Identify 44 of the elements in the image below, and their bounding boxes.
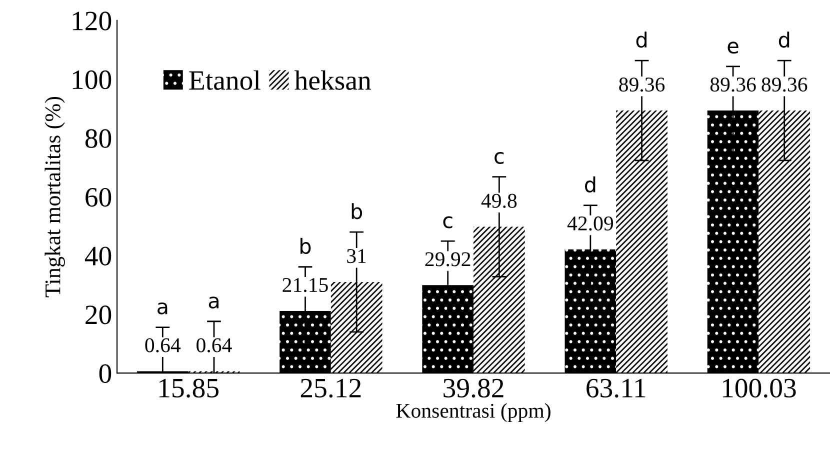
y-tick-label: 60: [86, 188, 112, 207]
data-label: 89.36: [619, 78, 665, 92]
y-axis-title: Tingkat mortalitas (%): [44, 96, 65, 298]
bar: [564, 249, 616, 374]
annotation: b: [352, 203, 362, 220]
annotation: c: [443, 216, 452, 228]
bar: [474, 226, 525, 374]
data-label: 42.09: [567, 216, 614, 231]
y-tick-label: 20: [86, 305, 112, 324]
legend-label: heksan: [294, 70, 371, 90]
annotation: d: [778, 32, 790, 48]
bar: [616, 110, 668, 374]
bar: [422, 285, 474, 374]
x-tick-label: 25.12: [300, 378, 361, 398]
data-label: 0.64: [145, 338, 181, 352]
x-tick-label: 39.82: [444, 378, 504, 398]
x-tick-label: 100.03: [722, 378, 796, 398]
bar: [280, 310, 331, 374]
annotation: a: [208, 296, 218, 309]
data-label: 29.92: [425, 252, 470, 266]
data-label: 89.36: [710, 78, 756, 92]
y-tick-label: 0: [99, 364, 112, 384]
y-tick-label: 100: [72, 70, 112, 90]
x-tick-label: 63.11: [586, 378, 646, 398]
data-label: 49.8: [481, 194, 517, 208]
y-tick-label: 80: [85, 129, 112, 148]
annotation: e: [728, 42, 738, 54]
x-axis-title: Konsentrasi (ppm): [396, 403, 550, 422]
annotation: d: [584, 176, 596, 192]
bar: [707, 110, 759, 374]
y-tick-label: 120: [72, 12, 112, 30]
legend-label: Etanol: [189, 70, 260, 90]
y-tick-label: 40: [84, 246, 112, 266]
data-label: 0.64: [196, 338, 232, 352]
annotation: b: [300, 238, 311, 254]
bar: [758, 110, 810, 374]
annotation: d: [636, 32, 646, 48]
x-tick-label: 15.85: [160, 378, 218, 398]
bar: [330, 282, 382, 374]
annotation: c: [494, 152, 504, 164]
data-label: 89.36: [762, 78, 808, 92]
data-label: 21.15: [282, 278, 328, 292]
annotation: a: [158, 302, 168, 314]
data-label: 31: [347, 249, 366, 264]
